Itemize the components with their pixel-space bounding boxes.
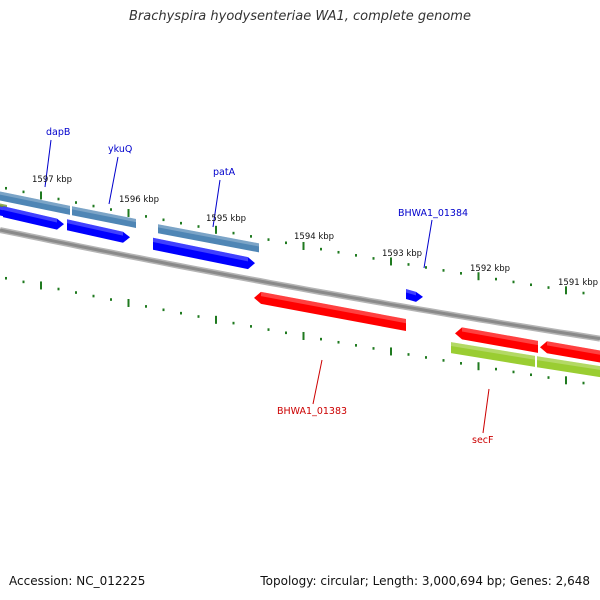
genome-backbone	[0, 227, 600, 342]
forward-gene-segment-body	[0, 191, 8, 203]
forward-gene-segment[interactable]	[0, 190, 8, 203]
forward-cds-segment-body	[0, 206, 3, 217]
reverse-cds-arrow-highlight	[547, 341, 600, 355]
leader-BHWA1_01384	[423, 219, 433, 269]
genome-summary-text: Topology: circular; Length: 3,000,694 bp…	[260, 574, 590, 588]
inner-tick-ring	[5, 276, 585, 385]
reverse-gene-segment-highlight	[451, 342, 535, 360]
reverse-cds-arrow[interactable]	[540, 341, 600, 363]
reverse-cds-arrow-body	[455, 327, 538, 353]
reverse-gene-segment-body	[451, 342, 535, 367]
forward-cds-arrow[interactable]	[3, 206, 64, 230]
reverse-gene-segment-highlight	[537, 356, 600, 370]
label-leader-lines	[44, 139, 490, 434]
gene-label-BHWA1_01383[interactable]: BHWA1_01383	[277, 406, 347, 417]
reverse-gene-segment-body	[537, 356, 600, 378]
forward-cds-arrow-body	[153, 237, 255, 270]
forward-cds-arrow[interactable]	[406, 289, 423, 302]
reverse-cds-arrow[interactable]	[254, 291, 406, 332]
forward-cds-arrow-highlight	[406, 289, 416, 296]
backbone-shadow	[0, 227, 600, 342]
scale-label: 1593 kbp	[382, 249, 422, 259]
accession-text: Accession: NC_012225	[9, 574, 146, 588]
forward-gene-segment-highlight	[72, 206, 136, 223]
feature-tracks[interactable]	[0, 190, 600, 378]
scale-label: 1595 kbp	[206, 214, 246, 224]
reverse-gene-segment[interactable]	[537, 356, 600, 378]
gene-label-dapB[interactable]: dapB	[46, 127, 70, 138]
forward-cds-arrow-highlight	[67, 219, 123, 236]
forward-cds-arrow-body	[3, 206, 64, 230]
forward-gene-segment[interactable]	[158, 224, 259, 253]
outer-tick-ring	[5, 186, 585, 295]
scale-label: 1592 kbp	[470, 264, 510, 274]
forward-cds-segment-highlight	[0, 206, 3, 211]
leader-BHWA1_01383	[312, 359, 323, 405]
leader-dapB	[44, 139, 52, 188]
map-title: Brachyspira hyodysenteriae WA1, complete…	[129, 9, 471, 24]
reverse-cds-arrow[interactable]	[455, 327, 538, 353]
backbone-line	[0, 228, 600, 341]
forward-cds-arrow-highlight	[3, 206, 57, 223]
gene-label-secF[interactable]: secF	[472, 435, 493, 446]
leader-secF	[482, 388, 490, 434]
forward-gene-segment-body	[72, 206, 136, 228]
reverse-gene-segment[interactable]	[451, 342, 535, 367]
gene-label-patA[interactable]: patA	[213, 167, 236, 178]
scale-label: 1597 kbp	[32, 175, 72, 185]
forward-cds-arrow-body	[67, 219, 130, 243]
forward-gene-segment-highlight	[8, 193, 70, 209]
scale-label: 1594 kbp	[294, 232, 334, 242]
edge-gene-fragment-highlight	[0, 203, 7, 207]
reverse-cds-arrow-highlight	[261, 291, 406, 324]
forward-cds-arrow-highlight	[153, 237, 248, 262]
forward-gene-segment-body	[158, 224, 259, 253]
forward-gene-segment[interactable]	[8, 193, 70, 215]
forward-cds-arrow[interactable]	[153, 237, 255, 270]
forward-gene-segment-highlight	[158, 224, 259, 247]
forward-cds-arrow-body	[406, 289, 423, 302]
forward-gene-segment[interactable]	[72, 206, 136, 228]
leader-ykuQ	[108, 156, 119, 205]
leader-patA	[212, 179, 221, 228]
forward-gene-segment-highlight	[0, 191, 8, 197]
reverse-cds-arrow-body	[540, 341, 600, 363]
reverse-cds-arrow-highlight	[462, 327, 538, 346]
reverse-cds-arrow-body	[254, 291, 406, 332]
scale-label: 1591 kbp	[558, 278, 598, 288]
gene-label-BHWA1_01384[interactable]: BHWA1_01384	[398, 208, 468, 219]
scale-label: 1596 kbp	[119, 195, 159, 205]
forward-gene-segment-body	[8, 193, 70, 215]
gene-label-ykuQ[interactable]: ykuQ	[108, 144, 132, 155]
forward-cds-segment[interactable]	[0, 205, 3, 217]
forward-cds-arrow[interactable]	[67, 219, 130, 243]
